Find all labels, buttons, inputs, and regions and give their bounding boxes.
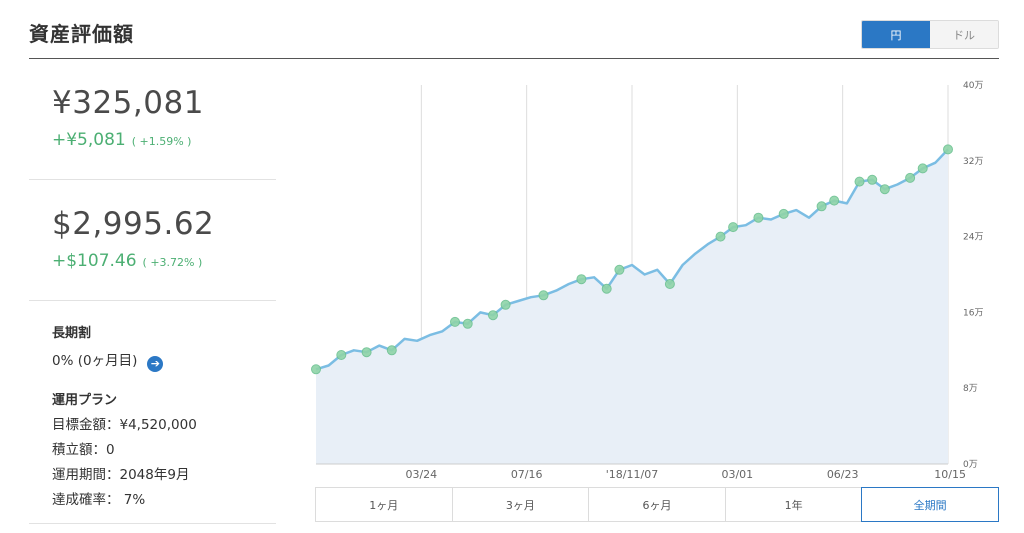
- data-point-marker: [728, 222, 739, 233]
- range-all-button[interactable]: 全期間: [861, 487, 999, 522]
- currency-jpy-button[interactable]: 円: [862, 21, 930, 48]
- plan-period: 運用期間：2048年9月: [52, 467, 190, 483]
- data-point-marker: [867, 174, 878, 185]
- data-point-marker: [500, 299, 511, 310]
- jpy-change: +¥5,081 ( +1.59% ): [52, 130, 191, 150]
- header-divider: [29, 58, 999, 59]
- arrow-right-circle-icon[interactable]: ➔: [147, 355, 164, 372]
- y-tick-label: 16万: [963, 308, 983, 318]
- y-tick-label: 0万: [963, 460, 978, 470]
- data-point-marker: [816, 201, 827, 212]
- range-3-months-button[interactable]: 3ヶ月: [452, 488, 590, 521]
- range-1-year-button[interactable]: 1年: [725, 488, 863, 521]
- data-point-marker: [829, 195, 840, 206]
- data-point-marker: [614, 264, 625, 275]
- long-term-discount-value: 0% (0ヶ月目): [52, 353, 138, 369]
- asset-chart: 0万 8万 16万 24万 32万 40万 03/24 07/16 '18/11/07 03/01…: [300, 80, 1010, 485]
- summary-panel: ¥325,081 +¥5,081 ( +1.59% ) $2,995.62 +$1…: [29, 59, 276, 524]
- data-point-marker: [917, 163, 928, 174]
- long-term-discount-row: 0% (0ヶ月目) ➔: [52, 349, 164, 372]
- currency-toggle[interactable]: 円 ドル: [861, 20, 999, 49]
- data-point-marker: [905, 172, 916, 183]
- data-point-marker: [715, 231, 726, 242]
- usd-change-amount: +$107.46: [52, 251, 137, 271]
- data-point-marker: [450, 316, 460, 327]
- x-tick-label: 03/01: [721, 468, 753, 481]
- jpy-change-percent: ( +1.59% ): [131, 135, 192, 148]
- x-tick-label: 03/24: [405, 468, 437, 481]
- y-tick-label: 40万: [963, 81, 983, 91]
- usd-value-block: $2,995.62 +$107.46 ( +3.72% ): [29, 180, 276, 301]
- x-tick-label: '18/11/07: [606, 468, 658, 481]
- range-selector[interactable]: 1ヶ月 3ヶ月 6ヶ月 1年 全期間: [315, 487, 999, 522]
- x-tick-label: 06/23: [827, 468, 859, 481]
- currency-usd-button[interactable]: ドル: [930, 21, 998, 48]
- jpy-value-block: ¥325,081 +¥5,081 ( +1.59% ): [29, 59, 276, 180]
- plan-target-amount: 目標金額：¥4,520,000: [52, 417, 197, 433]
- plan-accumulation: 積立額：0: [52, 442, 115, 458]
- plan-achievement-probability: 達成確率： 7%: [52, 492, 146, 508]
- data-point-marker: [943, 144, 953, 155]
- y-tick-label: 8万: [963, 384, 978, 394]
- long-term-discount-heading: 長期割: [52, 326, 92, 341]
- asset-chart-svg: 0万 8万 16万 24万 32万 40万 03/24 07/16 '18/11/07 03/01…: [311, 81, 983, 481]
- data-point-marker: [386, 345, 397, 356]
- y-tick-label: 32万: [963, 157, 983, 167]
- data-point-marker: [778, 208, 789, 219]
- x-tick-label: 07/16: [511, 468, 543, 481]
- x-tick-label: 10/15: [934, 468, 966, 481]
- y-tick-label: 24万: [963, 233, 983, 243]
- plan-heading: 運用プラン: [52, 393, 118, 408]
- series-area: [316, 149, 948, 464]
- range-1-month-button[interactable]: 1ヶ月: [316, 488, 453, 521]
- data-point-marker: [336, 350, 347, 360]
- jpy-total-value: ¥325,081: [52, 85, 204, 121]
- data-point-marker: [664, 279, 675, 289]
- jpy-change-amount: +¥5,081: [52, 130, 126, 150]
- data-point-marker: [753, 212, 764, 223]
- data-point-marker: [576, 274, 587, 285]
- range-6-months-button[interactable]: 6ヶ月: [589, 488, 726, 521]
- series-line: [315, 148, 949, 371]
- data-point-marker: [879, 184, 890, 195]
- usd-change-percent: ( +3.72% ): [142, 256, 203, 269]
- usd-total-value: $2,995.62: [52, 206, 215, 242]
- data-point-marker: [462, 318, 473, 329]
- data-point-marker: [601, 283, 612, 294]
- data-point-marker: [311, 364, 321, 375]
- data-point-marker: [854, 176, 865, 187]
- page-title: 資産評価額: [29, 22, 134, 46]
- data-point-marker: [488, 310, 498, 321]
- data-point-marker: [538, 290, 549, 301]
- usd-change: +$107.46 ( +3.72% ): [52, 251, 202, 271]
- data-point-marker: [361, 347, 372, 358]
- plan-info-block: 長期割 0% (0ヶ月目) ➔ 運用プラン 目標金額：¥4,520,000 積立額…: [29, 301, 276, 524]
